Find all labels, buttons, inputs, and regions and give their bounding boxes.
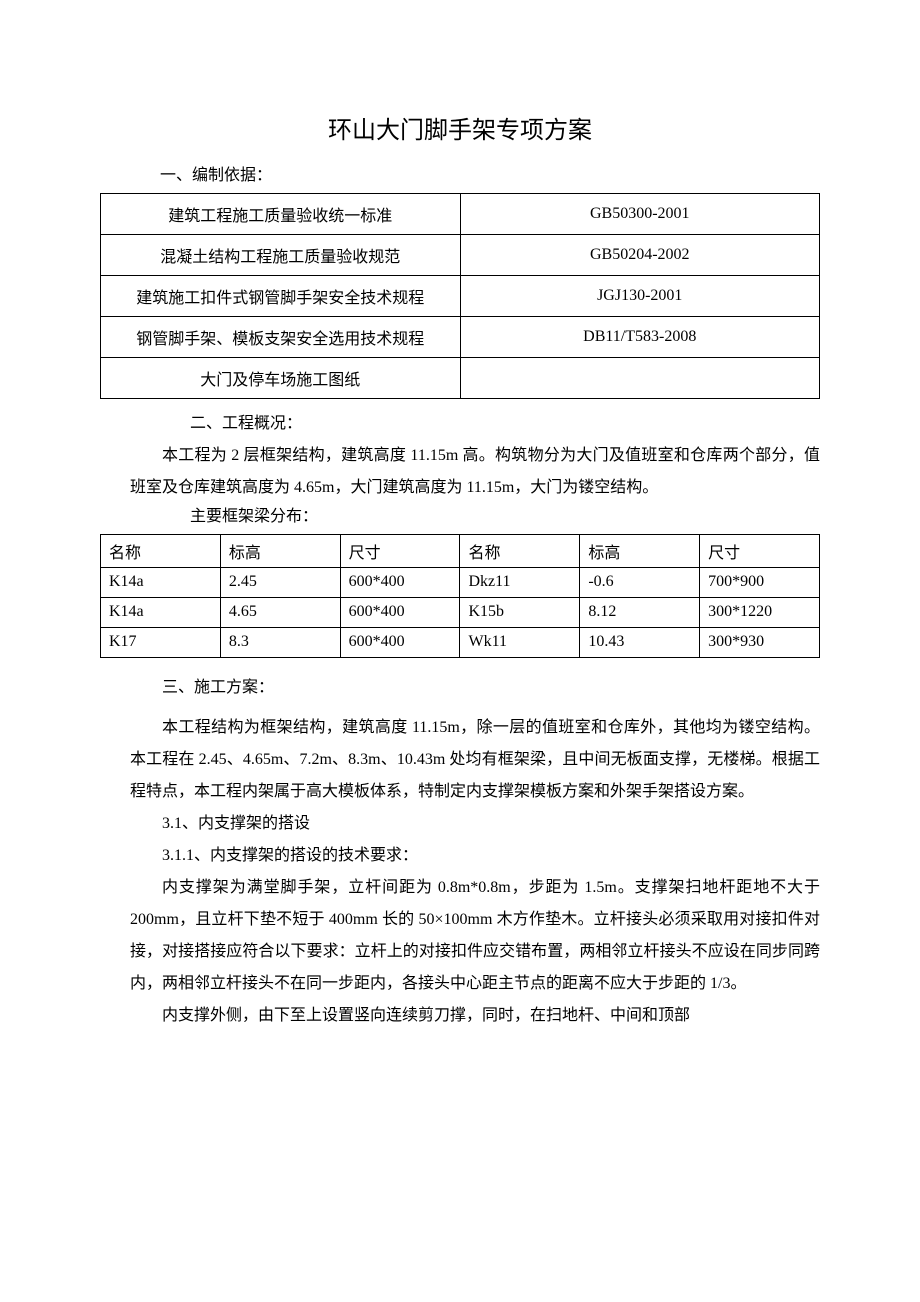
section1-heading: 一、编制依据： xyxy=(160,163,820,189)
table-header-cell: 尺寸 xyxy=(700,534,820,567)
table-cell: Dkz11 xyxy=(460,567,580,597)
table-cell: 10.43 xyxy=(580,627,700,657)
table-header-cell: 名称 xyxy=(101,534,221,567)
table-cell: 建筑工程施工质量验收统一标准 xyxy=(101,193,461,234)
section3-heading: 三、施工方案： xyxy=(130,672,820,704)
table-header-cell: 标高 xyxy=(220,534,340,567)
table-cell: GB50204-2002 xyxy=(460,234,820,275)
table-cell: 2.45 xyxy=(220,567,340,597)
section2-subheading: 主要框架梁分布： xyxy=(190,504,820,530)
table-cell: K14a xyxy=(101,567,221,597)
section2-heading: 二、工程概况： xyxy=(190,411,820,437)
section3-paragraph2: 内支撑架为满堂脚手架，立杆间距为 0.8m*0.8m，步距为 1.5m。支撑架扫… xyxy=(130,872,820,1000)
section3-sub31: 3.1、内支撑架的搭设 xyxy=(130,808,820,840)
table-row: 钢管脚手架、模板支架安全选用技术规程 DB11/T583-2008 xyxy=(101,316,820,357)
table-cell xyxy=(460,357,820,398)
table-cell: 钢管脚手架、模板支架安全选用技术规程 xyxy=(101,316,461,357)
table-cell: 300*1220 xyxy=(700,597,820,627)
table-header-cell: 名称 xyxy=(460,534,580,567)
document-title: 环山大门脚手架专项方案 xyxy=(100,110,820,145)
table-cell: 600*400 xyxy=(340,627,460,657)
section2-paragraph: 本工程为 2 层框架结构，建筑高度 11.15m 高。构筑物分为大门及值班室和仓… xyxy=(130,440,820,504)
table-cell: JGJ130-2001 xyxy=(460,275,820,316)
table-cell: 600*400 xyxy=(340,597,460,627)
table-header-cell: 标高 xyxy=(580,534,700,567)
beams-table: 名称 标高 尺寸 名称 标高 尺寸 K14a 2.45 600*400 Dkz1… xyxy=(100,534,820,658)
standards-table: 建筑工程施工质量验收统一标准 GB50300-2001 混凝土结构工程施工质量验… xyxy=(100,193,820,399)
table-cell: 混凝土结构工程施工质量验收规范 xyxy=(101,234,461,275)
table-row: 建筑施工扣件式钢管脚手架安全技术规程 JGJ130-2001 xyxy=(101,275,820,316)
table-cell: K15b xyxy=(460,597,580,627)
table-row: 建筑工程施工质量验收统一标准 GB50300-2001 xyxy=(101,193,820,234)
table-cell: 建筑施工扣件式钢管脚手架安全技术规程 xyxy=(101,275,461,316)
table-cell: Wk11 xyxy=(460,627,580,657)
table-cell: K17 xyxy=(101,627,221,657)
table-cell: GB50300-2001 xyxy=(460,193,820,234)
table-cell: 600*400 xyxy=(340,567,460,597)
table-header-cell: 尺寸 xyxy=(340,534,460,567)
section3-paragraph1: 本工程结构为框架结构，建筑高度 11.15m，除一层的值班室和仓库外，其他均为镂… xyxy=(130,712,820,808)
table-cell: 8.3 xyxy=(220,627,340,657)
table-cell: 8.12 xyxy=(580,597,700,627)
table-cell: DB11/T583-2008 xyxy=(460,316,820,357)
section3-paragraph3: 内支撑外侧，由下至上设置竖向连续剪刀撑，同时，在扫地杆、中间和顶部 xyxy=(130,1000,820,1032)
table-row: 混凝土结构工程施工质量验收规范 GB50204-2002 xyxy=(101,234,820,275)
table-cell: -0.6 xyxy=(580,567,700,597)
table-cell: 700*900 xyxy=(700,567,820,597)
table-cell: K14a xyxy=(101,597,221,627)
table-cell: 4.65 xyxy=(220,597,340,627)
table-row: 大门及停车场施工图纸 xyxy=(101,357,820,398)
table-row: K14a 2.45 600*400 Dkz11 -0.6 700*900 xyxy=(101,567,820,597)
table-header-row: 名称 标高 尺寸 名称 标高 尺寸 xyxy=(101,534,820,567)
table-row: K17 8.3 600*400 Wk11 10.43 300*930 xyxy=(101,627,820,657)
table-cell: 大门及停车场施工图纸 xyxy=(101,357,461,398)
table-row: K14a 4.65 600*400 K15b 8.12 300*1220 xyxy=(101,597,820,627)
table-cell: 300*930 xyxy=(700,627,820,657)
section3-sub311: 3.1.1、内支撑架的搭设的技术要求： xyxy=(130,840,820,872)
